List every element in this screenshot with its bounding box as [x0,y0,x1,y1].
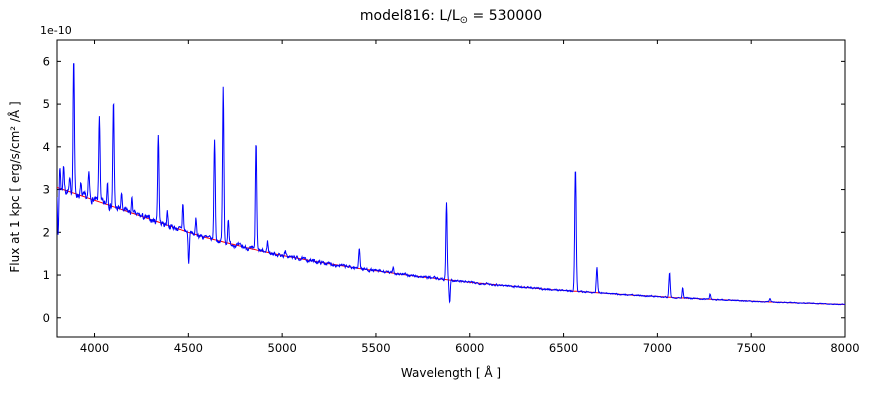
y-tick-label: 4 [43,140,50,154]
x-tick-label: 6000 [455,341,484,355]
y-tick-label: 1 [43,268,50,282]
x-tick-label: 6500 [549,341,578,355]
x-axis-label: Wavelength [ Å ] [400,366,502,380]
y-axis-label: Flux at 1 kpc [ erg/s/cm² /Å ] [8,101,22,273]
y-tick-label: 6 [43,54,50,68]
x-tick-label: 5000 [268,341,297,355]
x-tick-label: 4500 [174,341,203,355]
figure-title: model816: L/L⊙ = 530000 [57,8,845,26]
figure-title-prefix: model816: L/L [359,8,460,24]
plot-frame [56,39,846,338]
sun-symbol: ⊙ [459,15,469,26]
x-tick-label: 8000 [830,341,859,355]
x-tick-label: 7500 [737,341,766,355]
x-tick-label: 4000 [80,341,109,355]
x-tick-label: 5500 [361,341,390,355]
y-tick-label: 2 [43,225,50,239]
x-tick-label: 7000 [643,341,672,355]
figure-title-suffix: = 530000 [468,8,543,24]
y-tick-label: 5 [43,97,50,111]
y-axis-offset-text: 1e-10 [40,24,72,37]
y-tick-label: 0 [43,311,50,325]
y-tick-label: 3 [43,183,50,197]
spectrum-line [57,63,845,306]
